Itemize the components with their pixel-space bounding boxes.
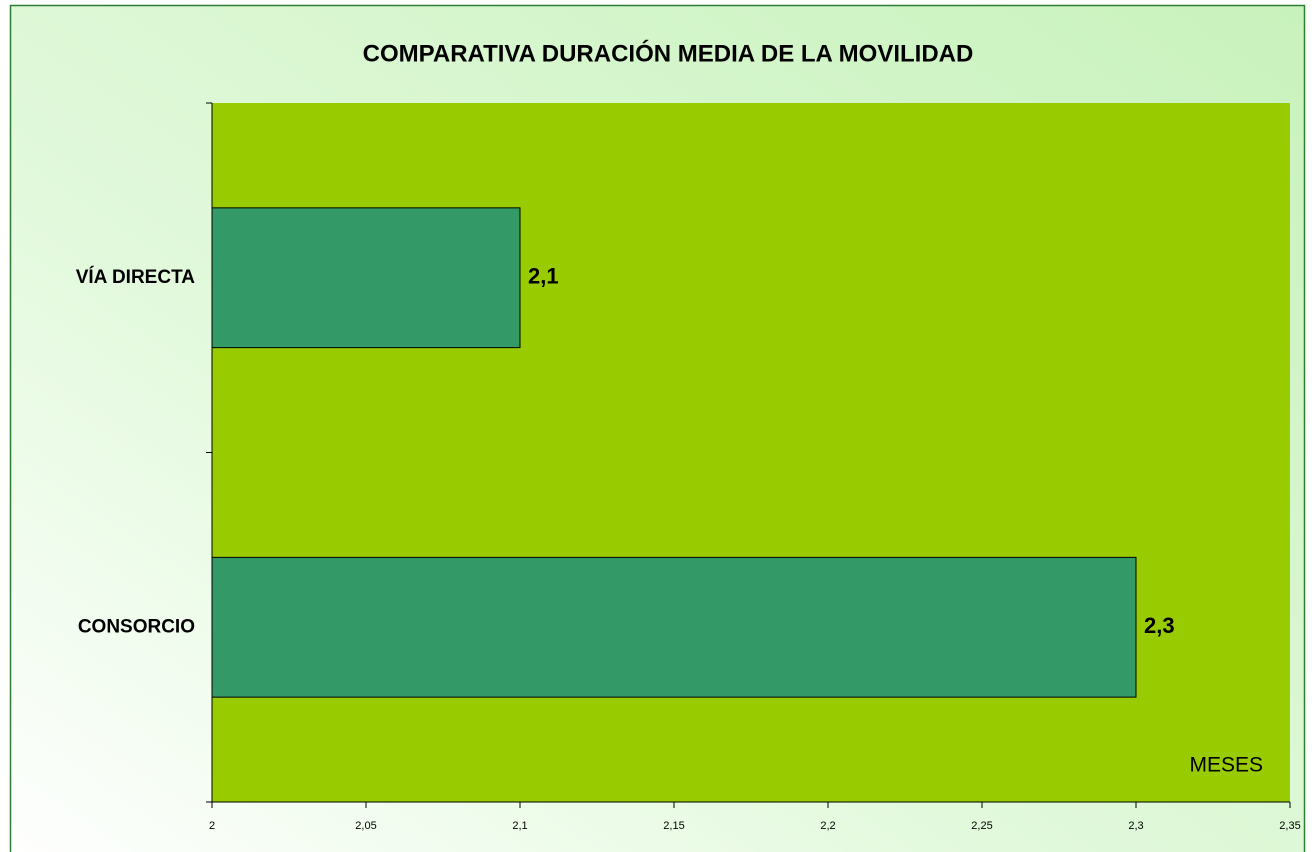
chart-title: COMPARATIVA DURACIÓN MEDIA DE LA MOVILID… (363, 39, 974, 67)
x-tick-label: 2,35 (1279, 820, 1300, 832)
bar (211, 556, 1137, 698)
bar (211, 207, 521, 349)
x-tick-label: 2,05 (355, 820, 376, 832)
x-tick-label: 2 (209, 820, 215, 832)
x-tick-label: 2,1 (512, 820, 527, 832)
x-tick-label: 2,15 (663, 820, 684, 832)
value-label: 2,1 (528, 264, 559, 289)
y-tick-label: VÍA DIRECTA (76, 266, 196, 288)
y-tick-label: CONSORCIO (78, 616, 195, 637)
value-label: 2,3 (1144, 613, 1175, 638)
x-tick-label: 2,2 (820, 820, 835, 832)
annotation: MESES (1189, 754, 1263, 777)
x-tick-label: 2,25 (971, 820, 992, 832)
x-tick-label: 2,3 (1128, 820, 1143, 832)
